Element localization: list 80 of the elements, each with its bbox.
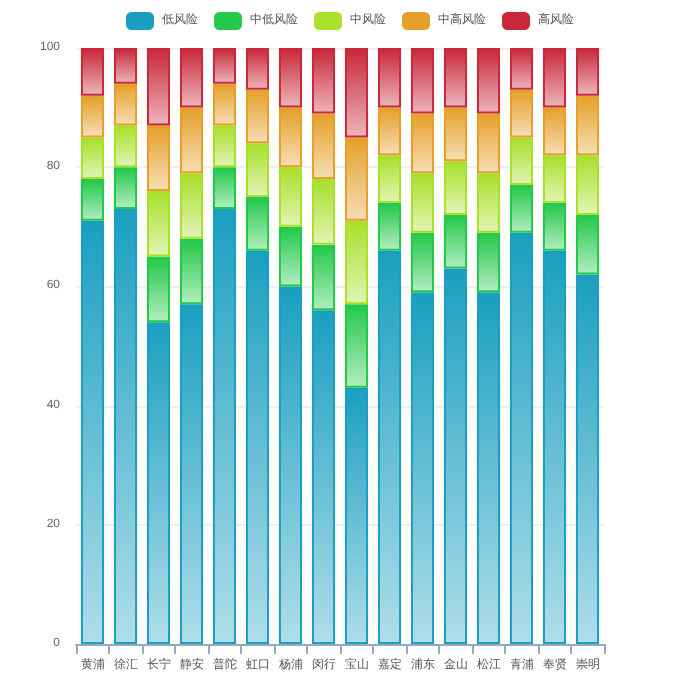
bar <box>212 48 237 84</box>
bar <box>476 232 501 293</box>
bar <box>80 48 105 96</box>
bar <box>146 48 171 126</box>
bar <box>575 214 600 275</box>
bar <box>146 256 171 323</box>
bar <box>443 268 468 644</box>
bar <box>410 292 435 644</box>
bar <box>245 48 270 90</box>
bar <box>311 48 336 114</box>
bar <box>179 107 204 174</box>
bar <box>575 155 600 215</box>
bar <box>575 48 600 96</box>
bar <box>278 286 303 644</box>
bar <box>377 250 402 644</box>
bar <box>212 208 237 644</box>
bar <box>245 197 270 251</box>
bar <box>410 173 435 233</box>
bar <box>245 143 270 197</box>
bar <box>113 167 138 209</box>
bar <box>410 232 435 293</box>
bar <box>212 83 237 126</box>
bar <box>443 214 468 269</box>
bar <box>377 202 402 251</box>
bar <box>509 137 534 186</box>
bar <box>146 125 171 192</box>
bar <box>113 208 138 644</box>
bar <box>311 179 336 245</box>
bar <box>542 107 567 156</box>
bar <box>80 179 105 221</box>
bar <box>113 83 138 126</box>
bar <box>575 95 600 156</box>
bar <box>377 155 402 203</box>
bar <box>476 173 501 233</box>
bar <box>344 220 369 305</box>
bar <box>476 292 501 644</box>
bar <box>146 191 171 257</box>
bar <box>542 48 567 108</box>
bar <box>509 232 534 644</box>
bar <box>476 113 501 174</box>
bar <box>179 173 204 239</box>
bar <box>113 48 138 84</box>
bar <box>113 125 138 168</box>
bar <box>542 250 567 644</box>
bar <box>245 250 270 644</box>
bar <box>476 48 501 114</box>
bar <box>410 48 435 114</box>
bar <box>179 48 204 108</box>
bar <box>311 310 336 644</box>
bar <box>278 226 303 287</box>
bar <box>311 244 336 311</box>
bar <box>344 137 369 221</box>
bar <box>443 107 468 162</box>
bar <box>179 238 204 305</box>
bar <box>344 48 369 138</box>
bar <box>212 125 237 168</box>
bar <box>146 322 171 644</box>
bar <box>509 185 534 233</box>
bar <box>542 202 567 251</box>
bar <box>542 155 567 203</box>
bar <box>311 113 336 180</box>
bar <box>344 304 369 388</box>
bar <box>80 220 105 644</box>
bar <box>212 167 237 209</box>
bar <box>509 48 534 90</box>
bar <box>278 107 303 168</box>
bar <box>377 48 402 108</box>
bar <box>344 387 369 644</box>
bar <box>278 167 303 227</box>
bar <box>575 274 600 644</box>
bar <box>443 161 468 215</box>
bar <box>80 95 105 138</box>
bar <box>179 304 204 644</box>
bar <box>278 48 303 108</box>
bar <box>245 89 270 144</box>
bar <box>377 107 402 156</box>
bar <box>509 89 534 138</box>
bar <box>80 137 105 180</box>
bar <box>410 113 435 174</box>
bar <box>443 48 468 108</box>
